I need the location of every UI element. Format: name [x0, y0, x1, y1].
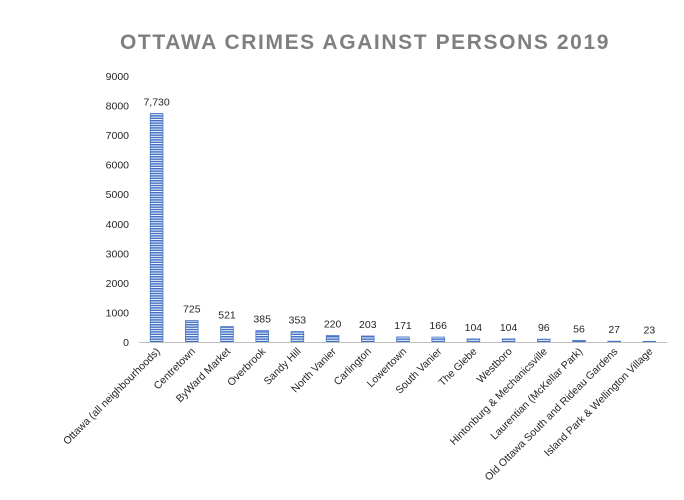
- data-label: 171: [394, 320, 412, 332]
- bar: [501, 338, 516, 343]
- bar: [572, 339, 586, 343]
- y-tick-label: 4000: [106, 219, 130, 231]
- x-category-label: The Glebe: [436, 346, 479, 389]
- data-label: 203: [359, 319, 377, 331]
- bar: [149, 113, 164, 343]
- data-label: 353: [289, 315, 307, 327]
- bars: [149, 113, 657, 343]
- x-category-label: Ottawa (all neighbourhoods): [61, 346, 163, 448]
- data-label: 104: [465, 322, 483, 334]
- data-label: 56: [573, 323, 585, 335]
- x-category-label: Overbrook: [225, 345, 269, 389]
- y-tick-label: 1000: [106, 307, 130, 319]
- data-label: 27: [608, 324, 620, 336]
- data-label: 104: [500, 322, 518, 334]
- y-tick-label: 7000: [106, 130, 130, 142]
- y-tick-label: 6000: [106, 160, 130, 172]
- x-category-label: Old Ottawa South and Rideau Gardens: [483, 346, 621, 484]
- data-label: 166: [429, 320, 447, 332]
- bar: [361, 335, 375, 343]
- bar: [607, 340, 621, 343]
- bar: [290, 331, 305, 343]
- data-label: 725: [183, 304, 201, 316]
- bar: [220, 326, 234, 343]
- bar: [431, 336, 445, 343]
- data-label: 385: [253, 314, 271, 326]
- bar: [185, 320, 199, 343]
- y-tick-label: 9000: [106, 71, 130, 83]
- data-labels: 7,730 725 521 385 353 220 203 171 166 104 104 96 56 2…: [143, 97, 655, 337]
- y-tick-label: 0: [123, 337, 129, 349]
- chart-title: OTTAWA CRIMES AGAINST PERSONS 2019: [119, 31, 611, 54]
- y-tick-label: 3000: [106, 248, 130, 260]
- bar: [255, 330, 269, 343]
- data-label: 23: [644, 324, 656, 336]
- bar: [325, 335, 340, 343]
- bar: [466, 338, 481, 343]
- y-tick-label: 5000: [106, 189, 130, 201]
- bar: [642, 340, 657, 343]
- y-tick-label: 2000: [106, 278, 130, 290]
- bar: [537, 338, 551, 343]
- data-label: 7,730: [143, 97, 169, 109]
- data-label: 96: [538, 322, 550, 334]
- y-axis-ticks: 0 1000 2000 3000 4000 5000 6000 7000 8000 9000: [106, 71, 130, 349]
- data-label: 521: [218, 310, 236, 322]
- y-tick-label: 8000: [106, 101, 130, 113]
- data-label: 220: [324, 318, 342, 330]
- bar: [396, 336, 410, 343]
- category-labels: Ottawa (all neighbourhoods)CentretownByW…: [61, 345, 656, 483]
